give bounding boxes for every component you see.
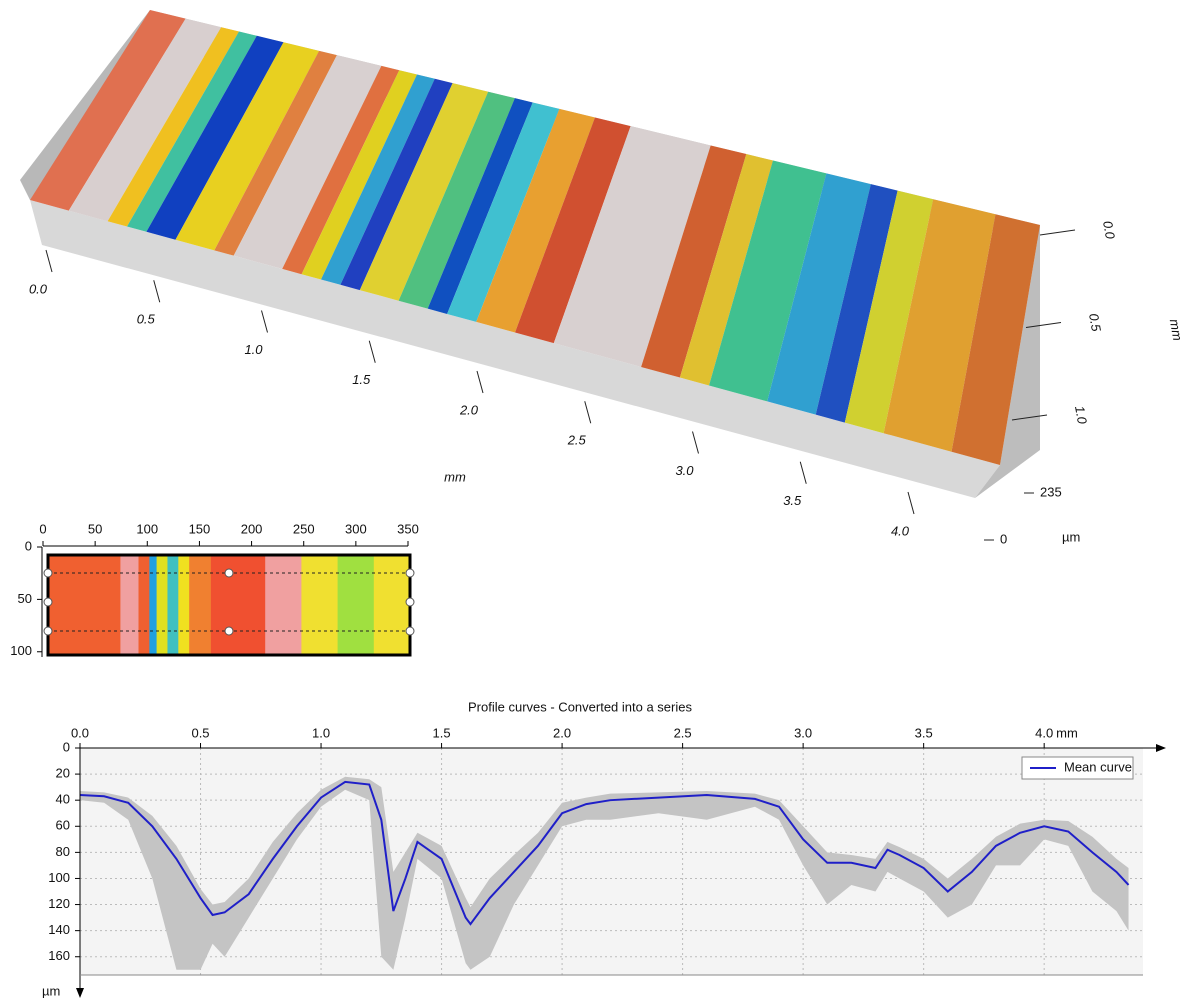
x-tick-label: 0.0 (29, 281, 48, 296)
handle (225, 569, 233, 577)
x-axis-label: mm (444, 469, 466, 484)
x-tick-label: 4.0 (891, 523, 910, 538)
y-tick-label: 60 (56, 818, 70, 833)
map-band (149, 555, 157, 655)
y-tick-label: 0.0 (1100, 220, 1118, 241)
x-tick (477, 371, 483, 393)
x-tick-label: 0 (39, 521, 46, 536)
y-axis-label: mm (1167, 318, 1186, 342)
x-axis-label: mm (1056, 725, 1078, 740)
x-tick-label: 2.5 (674, 725, 692, 740)
x-tick-label: 0.0 (71, 725, 89, 740)
x-tick-label: 3.5 (783, 493, 802, 508)
x-tick-label: 250 (293, 521, 315, 536)
y-tick-label: 20 (56, 766, 70, 781)
map-band (178, 555, 189, 655)
x-tick-label: 2.0 (553, 725, 571, 740)
figure: 0.00.51.01.52.02.53.03.54.0mm0.00.51.0mm… (0, 0, 1188, 1000)
x-tick (693, 432, 699, 454)
x-tick-label: 4.0 (1035, 725, 1053, 740)
y-tick-label: 0.5 (1086, 312, 1104, 333)
x-tick-label: 300 (345, 521, 367, 536)
handle (44, 598, 52, 606)
map-band (139, 555, 150, 655)
y-tick (1040, 230, 1075, 235)
x-tick-label: 3.0 (794, 725, 812, 740)
x-tick-label: 1.0 (312, 725, 330, 740)
x-tick (154, 280, 160, 302)
handle (406, 569, 414, 577)
surface-view: 0.0 0.5 1.0 1.5 2.0 2.5 3.0 3.5 4.0 mm 0.0 0.5 1.0 mm… (20, 10, 1185, 546)
x-tick-label: 150 (189, 521, 211, 536)
map-view: 0 50 100 150 200 250 300 350 0 50 100 (10, 521, 419, 658)
x-tick (800, 462, 806, 484)
x-tick-label: 2.0 (459, 402, 479, 417)
z-tick-label: 235 (1040, 484, 1062, 499)
handle (225, 627, 233, 635)
x-tick-label: 350 (397, 521, 419, 536)
x-tick-label: 50 (88, 521, 102, 536)
map-band (120, 555, 139, 655)
x-tick-label: 2.5 (567, 433, 587, 448)
x-tick-label: 100 (136, 521, 158, 536)
map-band (157, 555, 168, 655)
x-tick-label: 0.5 (137, 312, 156, 327)
profile-chart: Profile curves - Converted into a series… (42, 699, 1166, 998)
map-band (211, 555, 266, 655)
handle (406, 598, 414, 606)
map-band (265, 555, 302, 655)
z-tick-label: 0 (1000, 531, 1007, 546)
y-tick-label: 140 (48, 922, 70, 937)
handle (44, 569, 52, 577)
map-band (189, 555, 211, 655)
map-band (167, 555, 178, 655)
x-tick-label: 1.5 (352, 372, 371, 387)
x-tick-label: 0.5 (191, 725, 209, 740)
chart-title: Profile curves - Converted into a series (468, 699, 692, 714)
x-tick (908, 492, 914, 514)
y-tick-label: 1.0 (1072, 405, 1090, 426)
y-tick-label: 100 (48, 870, 70, 885)
x-tick-label: 1.0 (244, 342, 263, 357)
map-band (374, 555, 411, 655)
x-arrow (1156, 744, 1166, 752)
y-axis-label: µm (42, 983, 60, 998)
y-tick-label: 100 (10, 643, 32, 658)
y-tick-label: 40 (56, 792, 70, 807)
x-tick-label: 3.5 (915, 725, 933, 740)
y-tick-label: 160 (48, 948, 70, 963)
handle (44, 627, 52, 635)
x-tick-label: 3.0 (675, 463, 694, 478)
y-tick-label: 50 (18, 591, 32, 606)
map-band (338, 555, 375, 655)
map-band (48, 555, 121, 655)
y-tick-label: 0 (63, 739, 70, 754)
y-arrow (76, 988, 84, 998)
y-tick-label: 120 (48, 896, 70, 911)
x-tick (262, 311, 268, 333)
x-tick (369, 341, 375, 363)
x-tick-label: 200 (241, 521, 263, 536)
z-axis-label: µm (1062, 529, 1080, 544)
x-tick (46, 250, 52, 272)
handle (406, 627, 414, 635)
y-tick-label: 0 (25, 538, 32, 553)
x-tick-label: 1.5 (433, 725, 451, 740)
y-tick-label: 80 (56, 844, 70, 859)
map-band (301, 555, 338, 655)
legend-label: Mean curve (1064, 759, 1132, 774)
x-tick (585, 401, 591, 423)
